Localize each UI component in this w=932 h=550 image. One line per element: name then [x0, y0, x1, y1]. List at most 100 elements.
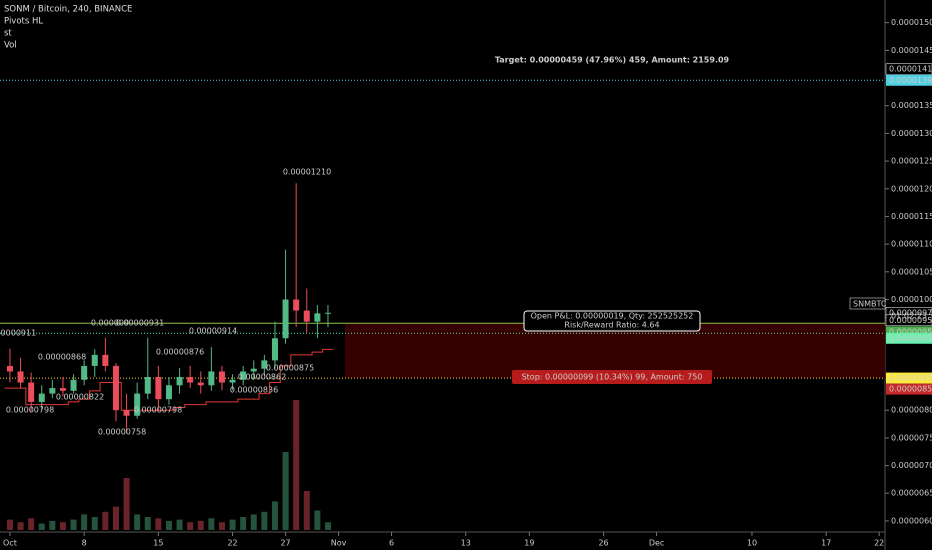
- price-marker-label: 0.00000858: [889, 374, 932, 383]
- price-marker-label: 0.00000858: [889, 385, 932, 394]
- pivot-label: 0.00000876: [156, 348, 204, 357]
- pivot-label: 0.000009: [91, 319, 129, 328]
- candle-body: [91, 354, 98, 366]
- y-tick-label: 0.00000600: [891, 516, 932, 525]
- indicator-label: Pivots HL: [4, 17, 43, 27]
- price-marker: [886, 326, 932, 338]
- volume-bar: [144, 517, 151, 530]
- candle-body: [324, 312, 331, 314]
- x-tick-label: Oct: [3, 539, 17, 548]
- rr-text: Risk/Reward Ratio: 4.64: [564, 321, 659, 330]
- volume-bar: [229, 519, 236, 530]
- price-marker: [885, 63, 932, 75]
- pivot-label: 0.00000798: [134, 406, 182, 415]
- x-tick-label: 26: [598, 539, 608, 548]
- candle-body: [6, 365, 13, 372]
- indicator-label: Vol: [4, 41, 17, 51]
- volume-bar: [49, 520, 56, 530]
- pivot-label: 0.00000862: [238, 373, 286, 382]
- candle-body: [112, 365, 119, 411]
- volume-bar: [197, 520, 204, 530]
- volume-bar: [271, 501, 278, 530]
- volume-bar: [218, 522, 225, 530]
- price-marker: [886, 332, 932, 344]
- pivot-label: 0.00000875: [266, 364, 314, 373]
- pivot-label: 0.00001210: [283, 168, 331, 177]
- stop-zone: [345, 323, 885, 379]
- x-tick-label: Dec: [649, 539, 664, 548]
- volume-bar: [187, 522, 194, 530]
- price-marker: [885, 314, 932, 327]
- volume-bar: [324, 522, 331, 530]
- volume-bar: [59, 522, 66, 530]
- candle-body: [59, 388, 66, 391]
- volume-bar: [6, 519, 13, 530]
- candle-body: [176, 376, 183, 386]
- candle-body: [218, 371, 225, 383]
- pivot-label: 0.00000758: [98, 428, 146, 437]
- price-marker-label: 0.00000976: [889, 308, 932, 317]
- candle-body: [197, 382, 204, 386]
- volume-bar: [261, 511, 268, 530]
- candle-body: [187, 376, 194, 383]
- countdown: 01:02:23: [891, 312, 927, 321]
- candle-body: [282, 299, 289, 339]
- stop-text: Stop: 0.00000099 (10.34%) 99, Amount: 75…: [522, 373, 703, 382]
- volume-bar: [70, 519, 77, 530]
- volume-bar: [123, 478, 130, 530]
- price-marker-label: 0.00000939: [889, 334, 932, 343]
- candle-body: [271, 338, 278, 361]
- candle-body: [293, 299, 300, 311]
- volume-bar: [134, 514, 141, 530]
- price-marker: [886, 383, 932, 395]
- pivot-label: 0.00000836: [230, 386, 278, 395]
- volume-bar: [303, 491, 310, 530]
- volume-bar: [314, 510, 321, 530]
- volume-bar: [81, 514, 88, 530]
- st-line: [4, 348, 334, 411]
- candle-body: [229, 379, 236, 383]
- volume-bar: [91, 517, 98, 530]
- candle-body: [314, 313, 321, 322]
- x-tick-label: 27: [280, 539, 290, 548]
- pivot-label: 0.00000822: [56, 393, 104, 402]
- candle-body: [155, 376, 162, 400]
- indicator-label: st: [4, 29, 12, 39]
- candle-body: [144, 376, 151, 394]
- candle-body: [261, 360, 268, 369]
- symbol-label: SNMBTC: [853, 300, 887, 309]
- candle-body: [165, 385, 172, 400]
- volume-bar: [17, 522, 24, 530]
- pivot-label: 0.00000914: [189, 327, 237, 336]
- volume-bar: [176, 519, 183, 530]
- volume-bar: [112, 506, 119, 530]
- price-marker-label: 0.00001416: [889, 65, 932, 74]
- price-marker: [886, 372, 932, 384]
- x-tick-label: 13: [461, 539, 471, 548]
- candle-body: [17, 371, 24, 383]
- x-tick-label: 8: [82, 539, 87, 548]
- pivot-label: 0.00000931: [116, 319, 164, 328]
- candle-body: [28, 382, 35, 402]
- x-tick-label: 10: [747, 539, 757, 548]
- volume-bar: [102, 511, 109, 530]
- symbol-title: SONM / Bitcoin, 240, BINANCE: [4, 5, 132, 15]
- candle-body: [102, 354, 109, 366]
- x-tick-label: 22: [227, 539, 237, 548]
- symbol-box: [849, 297, 886, 310]
- candle-body: [81, 365, 88, 380]
